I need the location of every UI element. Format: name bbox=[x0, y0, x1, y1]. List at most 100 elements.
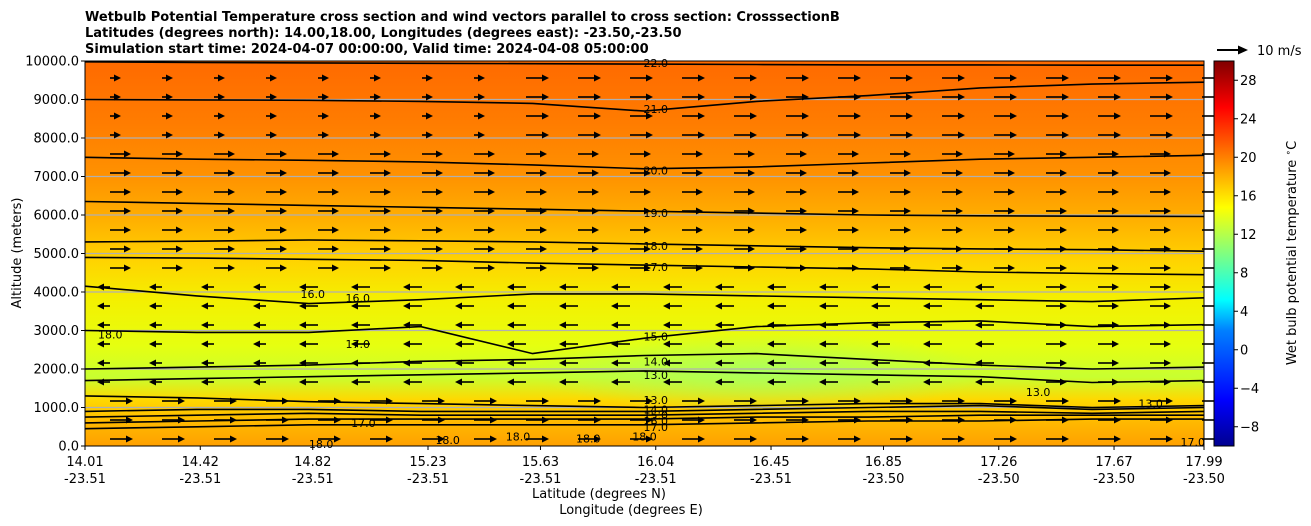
plot-area: 22.021.020.019.018.017.016.0 16.018.017.0… bbox=[84, 57, 1225, 451]
wind-vector-head bbox=[923, 283, 930, 291]
chart-title-line2: Latitudes (degrees north): 14.00,18.00, … bbox=[85, 26, 682, 41]
wind-vector-head bbox=[663, 359, 670, 367]
wind-vector-head bbox=[124, 150, 131, 158]
wind-vector-head bbox=[149, 321, 156, 329]
wind-vector-head bbox=[906, 131, 913, 139]
wind-vector-head bbox=[956, 169, 963, 177]
wind-vector-head bbox=[299, 340, 306, 348]
contour-label: 13.0 bbox=[643, 394, 668, 407]
wind-vector-head bbox=[1062, 397, 1069, 405]
wind-vector-head bbox=[201, 302, 208, 310]
wind-vector-head bbox=[97, 359, 104, 367]
wind-vector-head bbox=[1164, 169, 1171, 177]
wind-vector-head bbox=[540, 169, 547, 177]
y-tick-label: 7000.0 bbox=[34, 170, 80, 185]
wind-vector-head bbox=[904, 207, 911, 215]
wind-vector-head bbox=[97, 378, 104, 386]
wind-vector-head bbox=[802, 112, 809, 120]
wind-vector-head bbox=[975, 321, 982, 329]
wind-vector-head bbox=[1112, 150, 1119, 158]
wind-vector-head bbox=[592, 245, 599, 253]
wind-vector-head bbox=[280, 169, 287, 177]
wind-vector-head bbox=[594, 74, 601, 82]
wind-vector-head bbox=[403, 340, 410, 348]
wind-vector-head bbox=[802, 435, 809, 443]
wind-vector-head bbox=[1166, 93, 1173, 101]
wind-vector-head bbox=[201, 283, 208, 291]
wind-vector-head bbox=[594, 435, 601, 443]
wind-vector-head bbox=[923, 378, 930, 386]
wind-vector-head bbox=[594, 93, 601, 101]
wind-vector-head bbox=[819, 340, 826, 348]
contour-label: 14.0 bbox=[643, 355, 668, 368]
wind-vector-head bbox=[490, 435, 497, 443]
wind-vector-head bbox=[956, 264, 963, 272]
wind-vector-head bbox=[386, 435, 393, 443]
wind-vector-head bbox=[611, 340, 618, 348]
wind-vector-head bbox=[750, 397, 757, 405]
wind-vector-head bbox=[166, 131, 173, 139]
wind-vector-head bbox=[767, 283, 774, 291]
wind-vector-head bbox=[270, 93, 277, 101]
wind-vector-head bbox=[228, 226, 235, 234]
wind-vector-head bbox=[228, 245, 235, 253]
wind-vector-head bbox=[646, 416, 653, 424]
wind-vector-head bbox=[696, 264, 703, 272]
wind-vector-head bbox=[124, 264, 131, 272]
wind-vector-head bbox=[97, 340, 104, 348]
wind-vector-head bbox=[644, 264, 651, 272]
wind-vector-head bbox=[126, 416, 133, 424]
wind-vector-head bbox=[663, 302, 670, 310]
wind-vector-head bbox=[958, 131, 965, 139]
wind-vector-head bbox=[455, 302, 462, 310]
wind-vector-head bbox=[663, 340, 670, 348]
colorbar-tick-label: 4 bbox=[1240, 305, 1248, 320]
wind-vector-head bbox=[97, 302, 104, 310]
x-tick-label-lat: 16.85 bbox=[865, 455, 902, 470]
wind-vector-head bbox=[1060, 340, 1067, 348]
wind-vector-head bbox=[906, 74, 913, 82]
wind-vector-head bbox=[1008, 150, 1015, 158]
wind-vector-head bbox=[1164, 245, 1171, 253]
wind-vector-head bbox=[800, 169, 807, 177]
x-tick-label-lat: 14.82 bbox=[294, 455, 331, 470]
wind-vector-head bbox=[1114, 74, 1121, 82]
wind-vector-head bbox=[819, 302, 826, 310]
wind-vector-head bbox=[696, 169, 703, 177]
wind-vector-head bbox=[1166, 131, 1173, 139]
wind-vector-head bbox=[1166, 74, 1173, 82]
contour-label: 16.0 bbox=[345, 292, 370, 305]
x-axis: 14.01 -23.51 14.42 -23.51 14.82 -23.51 15.23 -2… bbox=[64, 446, 1225, 487]
wind-vector-head bbox=[1010, 435, 1017, 443]
wind-vector-head bbox=[230, 397, 237, 405]
y-axis: 0.0 1000.0 2000.0 3000.0 4000.0 5000.0 6000.0 7… bbox=[25, 55, 85, 455]
wind-vector-head bbox=[975, 283, 982, 291]
wind-vector-head bbox=[975, 302, 982, 310]
wind-vector-head bbox=[374, 93, 381, 101]
wind-vector-head bbox=[696, 226, 703, 234]
wind-vector-head bbox=[438, 416, 445, 424]
wind-vector-head bbox=[1114, 435, 1121, 443]
wind-vector-head bbox=[351, 378, 358, 386]
wind-vector-head bbox=[559, 378, 566, 386]
colorbar-tick-label: 24 bbox=[1240, 112, 1257, 127]
wind-vector-head bbox=[698, 397, 705, 405]
x-tick-label-lon: -23.50 bbox=[1183, 472, 1225, 487]
wind-vector-head bbox=[201, 340, 208, 348]
x-tick-label-lon: -23.51 bbox=[520, 472, 562, 487]
x-tick-label-lat: 17.26 bbox=[980, 455, 1017, 470]
wind-vector-head bbox=[748, 226, 755, 234]
wind-vector-head bbox=[322, 74, 329, 82]
wind-vector-head bbox=[956, 150, 963, 158]
wind-vector-head bbox=[230, 416, 237, 424]
wind-vector-head bbox=[1008, 226, 1015, 234]
wind-vector-head bbox=[663, 378, 670, 386]
wind-vector-head bbox=[1164, 302, 1171, 310]
colorbar: −8 −4 0 4 8 12 16 20 24 28 Wet bulb potential tem… bbox=[1213, 60, 1300, 447]
wind-vector-head bbox=[1008, 169, 1015, 177]
wind-vector-head bbox=[1112, 321, 1119, 329]
wind-vector-head bbox=[1112, 359, 1119, 367]
wind-vector-head bbox=[282, 416, 289, 424]
wind-vector-head bbox=[644, 245, 651, 253]
wind-vector-head bbox=[854, 416, 861, 424]
